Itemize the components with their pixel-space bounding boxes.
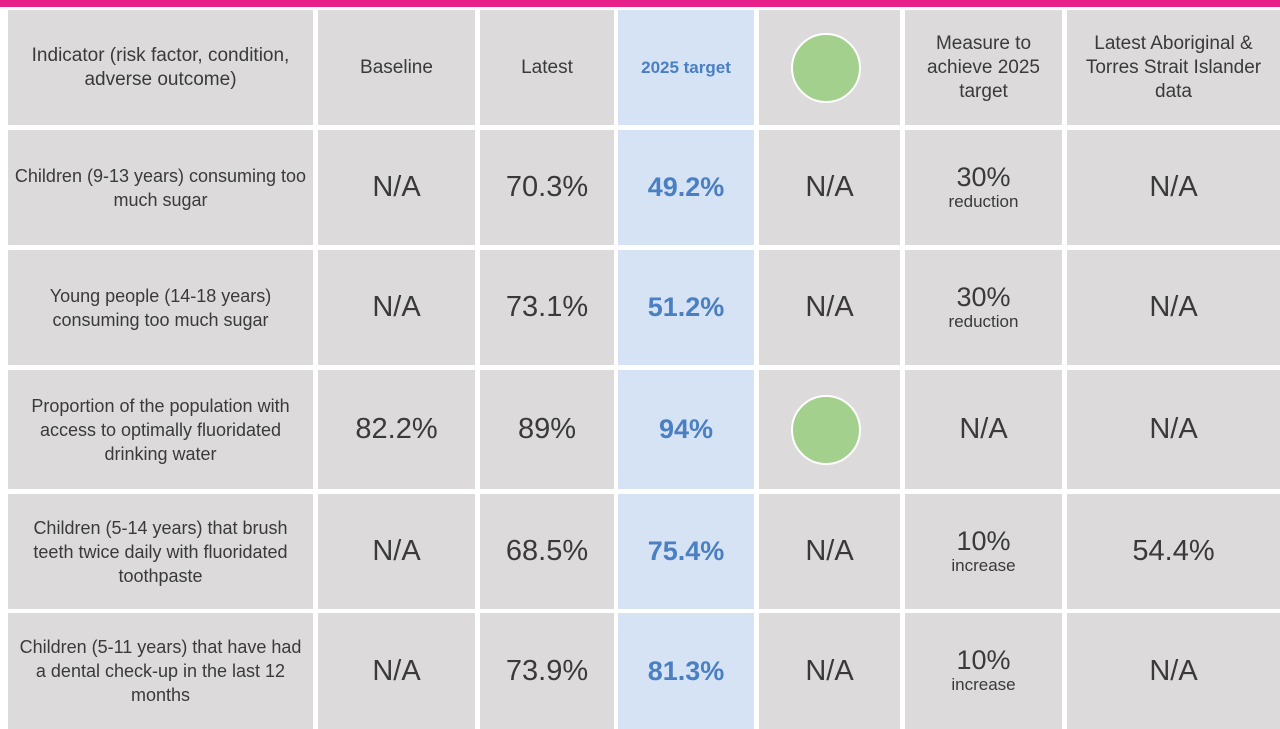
latest-cell: 73.9% [480, 613, 614, 729]
measure-unit: increase [951, 555, 1016, 575]
target-cell: 49.2% [618, 130, 754, 245]
header-cell: Indicator (risk factor, condition, adver… [8, 10, 313, 125]
measure-amount: 30% [956, 281, 1011, 312]
status-cell: N/A [759, 494, 900, 609]
latest-cell: 68.5% [480, 494, 614, 609]
measure-cell: 30% reduction [905, 250, 1062, 365]
latest-cell: 73.1% [480, 250, 614, 365]
header-cell: Baseline [318, 10, 475, 125]
target-cell: 94% [618, 370, 754, 489]
indicator-cell: Young people (14-18 years) consuming too… [8, 250, 313, 365]
indicator-cell: Children (5-14 years) that brush teeth t… [8, 494, 313, 609]
measure-unit: increase [951, 675, 1016, 694]
header-cell: 2025 target [618, 10, 754, 125]
header-cell: Latest Aboriginal & Torres Strait Island… [1067, 10, 1280, 125]
baseline-cell: N/A [318, 613, 475, 729]
measure-amount: 30% [956, 161, 1011, 192]
status-cell: N/A [759, 250, 900, 365]
aboriginal-cell: N/A [1067, 130, 1280, 245]
measure-cell: 30% reduction [905, 130, 1062, 245]
baseline-cell: 82.2% [318, 370, 475, 489]
aboriginal-cell: 54.4% [1067, 494, 1280, 609]
header-cell: Latest [480, 10, 614, 125]
measure-amount: 10% [956, 525, 1011, 556]
header-cell: Measure to achieve 2025 target [905, 10, 1062, 125]
target-cell: 51.2% [618, 250, 754, 365]
measure-cell: 10% increase [905, 613, 1062, 729]
baseline-cell: N/A [318, 130, 475, 245]
latest-cell: 89% [480, 370, 614, 489]
top-bar [0, 0, 1280, 7]
latest-cell: 70.3% [480, 130, 614, 245]
target-cell: 81.3% [618, 613, 754, 729]
aboriginal-cell: N/A [1067, 250, 1280, 365]
baseline-cell: N/A [318, 494, 475, 609]
status-indicator [791, 32, 861, 103]
baseline-cell: N/A [318, 250, 475, 365]
status-cell: N/A [759, 130, 900, 245]
aboriginal-cell: N/A [1067, 370, 1280, 489]
target-cell: 75.4% [618, 494, 754, 609]
measure-cell: 10% increase [905, 494, 1062, 609]
status-indicator [791, 394, 861, 465]
indicator-cell: Children (9-13 years) consuming too much… [8, 130, 313, 245]
measure-unit: reduction [948, 191, 1019, 211]
measure-amount: 10% [956, 645, 1011, 675]
aboriginal-cell: N/A [1067, 613, 1280, 729]
indicator-cell: Children (5-11 years) that have had a de… [8, 613, 313, 729]
measure-cell: N/A [905, 370, 1062, 489]
indicator-cell: Proportion of the population with access… [8, 370, 313, 489]
measure-unit: reduction [948, 311, 1019, 331]
status-cell: N/A [759, 613, 900, 729]
